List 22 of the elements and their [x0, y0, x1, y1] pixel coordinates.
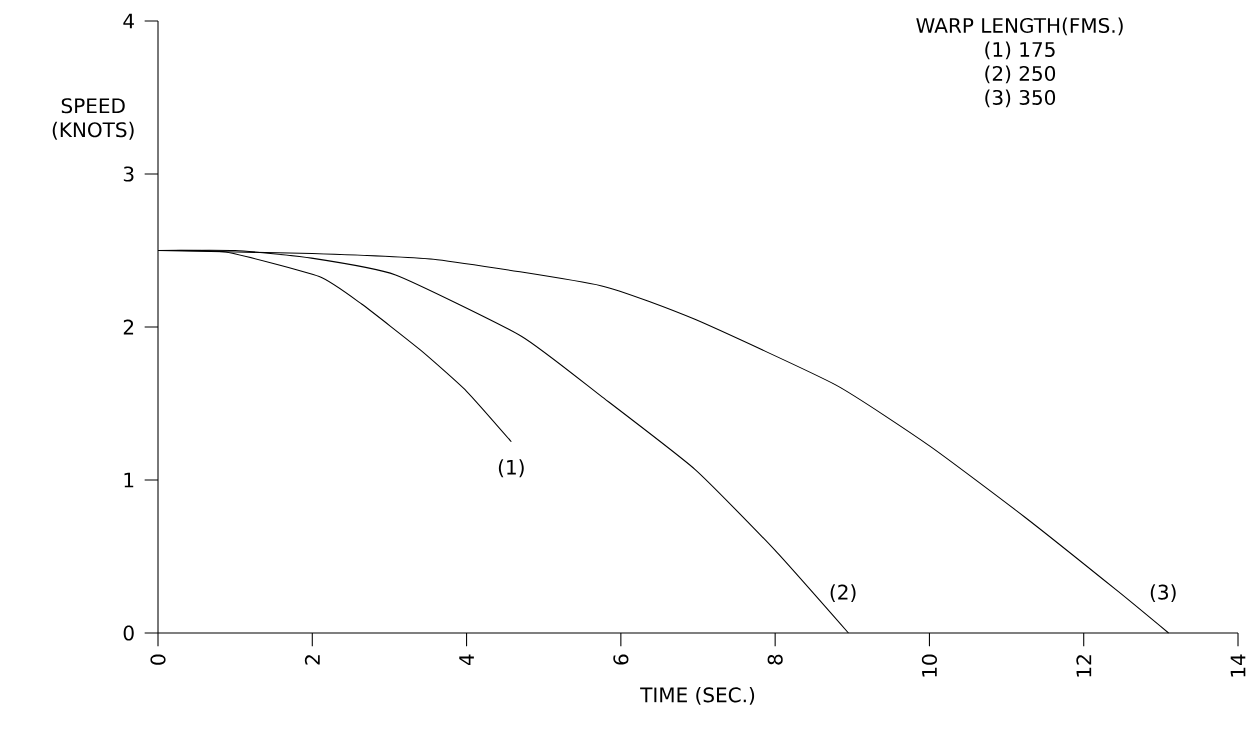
annotation: (3) 350: [985, 89, 1056, 108]
series-label: (1): [498, 459, 524, 478]
x-tick-label: 0: [150, 654, 166, 665]
y-tick-label: 2: [123, 319, 134, 335]
y-tick-label: 1: [124, 472, 134, 488]
x-tick-label: 2: [304, 655, 320, 665]
x-axis-title: TIME (SEC.): [640, 687, 755, 705]
y-axis-title: SPEED (KNOTS): [52, 98, 134, 140]
series-label: (2): [830, 584, 856, 603]
legend-title: WARP LENGTH(FMS.): [916, 17, 1123, 36]
x-tick-label: 12: [1076, 655, 1092, 677]
y-tick-label: 3: [123, 166, 134, 182]
annotation: (1) 175: [985, 41, 1055, 60]
x-tick-label: 8: [767, 654, 783, 665]
y-tick-label: 4: [123, 13, 134, 29]
annotation: (2) 250: [985, 65, 1056, 84]
y-tick-label: 0: [123, 625, 134, 641]
x-tick-label: 14: [1230, 654, 1246, 677]
x-tick-label: 4: [459, 654, 474, 666]
x-tick-label: 10: [921, 654, 938, 677]
series-label: (3): [1150, 584, 1176, 603]
x-tick-label: 6: [613, 654, 629, 665]
